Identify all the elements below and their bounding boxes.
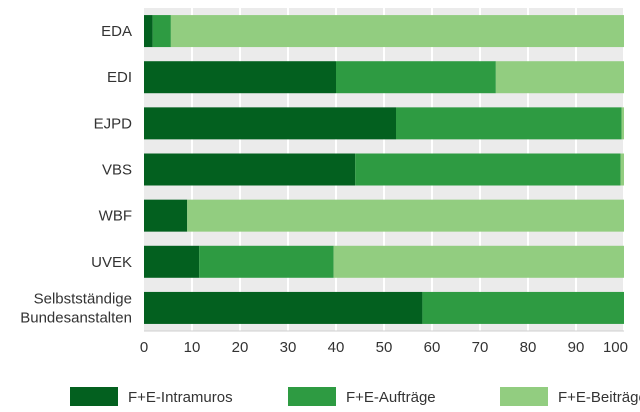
category-label-selbststandige-bundesanstalten-line-1: Selbstständige (34, 290, 132, 307)
bar-edi-f-e-auftrage (336, 61, 496, 94)
category-label-uvek: UVEK (91, 254, 132, 271)
category-label-eda: EDA (101, 23, 132, 40)
legend-swatch-f-e-auftrage (288, 387, 336, 406)
legend: F+E-Intramuros F+E-Aufträge F+E-Beiträge (70, 387, 640, 406)
bar-vbs-f-e-auftrage (355, 153, 621, 186)
bar-vbs-f-e-beitrage (620, 153, 624, 186)
category-label-vbs: VBS (102, 162, 132, 179)
x-tick-label-30: 30 (280, 339, 297, 356)
category-label-wbf: WBF (99, 208, 132, 225)
x-tick-label-70: 70 (472, 339, 489, 356)
bar-selbststandige-bundesanstalten-f-e-auftrage (422, 291, 624, 324)
category-label-selbststandige-bundesanstalten-line-2: Bundesanstalten (20, 309, 132, 326)
bars (144, 15, 624, 324)
category-label-edi: EDI (107, 69, 132, 86)
bar-ejpd-f-e-auftrage (396, 107, 622, 140)
bar-edi-f-e-intramuros (144, 61, 336, 94)
x-tick-label-100: 100 (603, 339, 628, 356)
bar-uvek-f-e-intramuros (144, 245, 200, 278)
bar-wbf-f-e-beitrage (187, 199, 624, 232)
bar-ejpd-f-e-intramuros (144, 107, 396, 140)
bar-edi-f-e-beitrage (495, 61, 624, 94)
legend-label-f-e-beitrage: F+E-Beiträge (558, 389, 640, 406)
x-tick-label-80: 80 (520, 339, 537, 356)
legend-label-f-e-auftrage: F+E-Aufträge (346, 389, 436, 406)
x-axis: 0 10 20 30 40 50 60 70 80 90 100 (140, 330, 628, 356)
bar-uvek-f-e-auftrage (199, 245, 334, 278)
legend-swatch-f-e-intramuros (70, 387, 118, 406)
bar-uvek-f-e-beitrage (333, 245, 624, 278)
x-tick-label-40: 40 (328, 339, 345, 356)
category-labels: EDA EDI EJPD VBS WBF UVEK Selbstständige Bundes… (20, 23, 132, 326)
bar-selbststandige-bundesanstalten-f-e-intramuros (144, 291, 423, 324)
bar-eda-f-e-auftrage (152, 15, 171, 48)
x-tick-label-20: 20 (232, 339, 249, 356)
x-tick-label-10: 10 (184, 339, 201, 356)
x-tick-label-60: 60 (424, 339, 441, 356)
x-tick-label-0: 0 (140, 339, 148, 356)
bar-eda-f-e-beitrage (170, 15, 624, 48)
bar-ejpd-f-e-beitrage (621, 107, 624, 140)
bar-wbf-f-e-intramuros (144, 199, 188, 232)
bar-vbs-f-e-intramuros (144, 153, 356, 186)
bar-eda-f-e-intramuros (144, 15, 153, 48)
category-label-ejpd: EJPD (94, 115, 133, 132)
x-tick-label-50: 50 (376, 339, 393, 356)
legend-swatch-f-e-beitrage (500, 387, 548, 406)
x-tick-label-90: 90 (568, 339, 585, 356)
legend-label-f-e-intramuros: F+E-Intramuros (128, 389, 233, 406)
